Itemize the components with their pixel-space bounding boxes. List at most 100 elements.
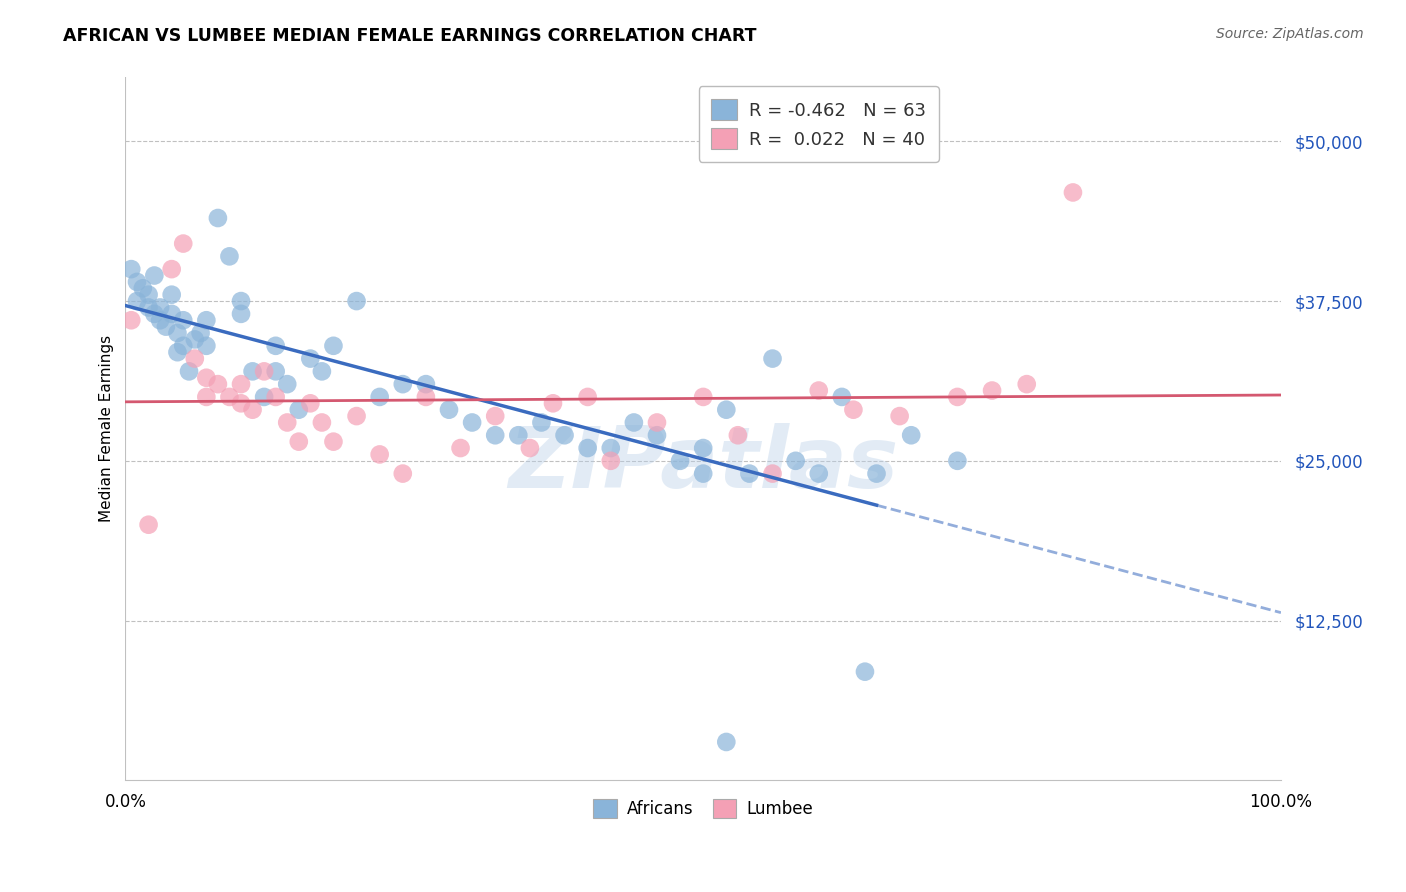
Point [807, 384, 830, 398]
Point [138, 517, 160, 532]
Legend: Africans, Lumbee: Africans, Lumbee [586, 792, 820, 825]
Point [177, 364, 200, 378]
Point [195, 370, 218, 384]
Point [184, 333, 207, 347]
Point [645, 416, 668, 430]
Point [229, 396, 252, 410]
Point [415, 390, 437, 404]
Point [218, 249, 240, 263]
Point [264, 339, 287, 353]
Point [484, 428, 506, 442]
Point [172, 339, 194, 353]
Point [160, 287, 183, 301]
Point [299, 396, 322, 410]
Point [738, 467, 761, 481]
Point [160, 262, 183, 277]
Point [311, 364, 333, 378]
Point [692, 390, 714, 404]
Point [761, 351, 783, 366]
Point [946, 454, 969, 468]
Point [253, 390, 276, 404]
Point [160, 307, 183, 321]
Point [368, 447, 391, 461]
Point [190, 326, 212, 340]
Point [346, 294, 368, 309]
Point [415, 377, 437, 392]
Point [554, 428, 576, 442]
Point [299, 351, 322, 366]
Point [143, 268, 166, 283]
Point [437, 402, 460, 417]
Point [242, 364, 264, 378]
Point [166, 345, 188, 359]
Text: AFRICAN VS LUMBEE MEDIAN FEMALE EARNINGS CORRELATION CHART: AFRICAN VS LUMBEE MEDIAN FEMALE EARNINGS… [63, 27, 756, 45]
Point [530, 416, 553, 430]
Point [346, 409, 368, 423]
Point [322, 434, 344, 449]
Point [195, 339, 218, 353]
Point [155, 319, 177, 334]
Point [276, 377, 298, 392]
Point [842, 402, 865, 417]
Point [288, 402, 311, 417]
Point [120, 313, 142, 327]
Point [692, 441, 714, 455]
Point [1015, 377, 1038, 392]
Point [288, 434, 311, 449]
Point [322, 339, 344, 353]
Point [831, 390, 853, 404]
Point [242, 402, 264, 417]
Point [541, 396, 564, 410]
Point [807, 467, 830, 481]
Point [576, 441, 599, 455]
Y-axis label: Median Female Earnings: Median Female Earnings [100, 335, 114, 523]
Point [207, 211, 229, 225]
Point [484, 409, 506, 423]
Point [599, 454, 621, 468]
Point [450, 441, 472, 455]
Point [207, 377, 229, 392]
Point [143, 307, 166, 321]
Point [461, 416, 484, 430]
Point [623, 416, 645, 430]
Point [125, 294, 148, 309]
Point [692, 467, 714, 481]
Point [172, 313, 194, 327]
Point [172, 236, 194, 251]
Point [946, 390, 969, 404]
Point [253, 364, 276, 378]
Text: Source: ZipAtlas.com: Source: ZipAtlas.com [1216, 27, 1364, 41]
Point [785, 454, 807, 468]
Point [132, 281, 155, 295]
Point [229, 294, 252, 309]
Point [138, 301, 160, 315]
Point [716, 402, 738, 417]
Point [276, 416, 298, 430]
Point [519, 441, 541, 455]
Point [900, 428, 922, 442]
Point [645, 428, 668, 442]
Point [149, 301, 172, 315]
Point [599, 441, 621, 455]
Point [149, 313, 172, 327]
Point [264, 390, 287, 404]
Point [195, 313, 218, 327]
Point [761, 467, 783, 481]
Point [195, 390, 218, 404]
Point [166, 326, 188, 340]
Point [229, 377, 252, 392]
Text: ZIPatlas: ZIPatlas [508, 423, 898, 506]
Point [138, 287, 160, 301]
Point [391, 377, 413, 392]
Point [716, 735, 738, 749]
Point [669, 454, 692, 468]
Point [981, 384, 1004, 398]
Point [120, 262, 142, 277]
Point [853, 665, 876, 679]
Point [508, 428, 530, 442]
Point [889, 409, 911, 423]
Point [184, 351, 207, 366]
Point [264, 364, 287, 378]
Point [368, 390, 391, 404]
Point [218, 390, 240, 404]
